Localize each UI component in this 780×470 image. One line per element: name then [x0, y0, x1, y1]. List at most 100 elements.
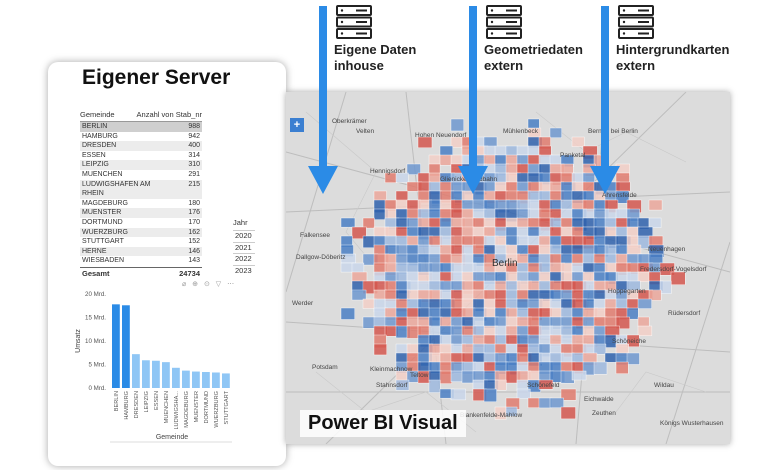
map-region[interactable]: [626, 352, 640, 365]
map-region[interactable]: [538, 379, 554, 390]
map-region[interactable]: [516, 163, 529, 175]
map-region[interactable]: [648, 253, 663, 264]
map-region[interactable]: [494, 316, 508, 328]
bar[interactable]: [152, 360, 160, 388]
map-region[interactable]: [648, 289, 662, 301]
bar[interactable]: [192, 371, 200, 388]
map-region[interactable]: [483, 298, 496, 309]
map-region[interactable]: [483, 343, 496, 354]
col-gemeinde[interactable]: Gemeinde: [80, 110, 115, 119]
map-region[interactable]: [659, 280, 672, 294]
map-region[interactable]: [593, 343, 607, 355]
map-visual[interactable]: [286, 92, 730, 444]
map-region[interactable]: [417, 253, 430, 264]
map-region[interactable]: [637, 298, 652, 309]
map-region[interactable]: [505, 181, 518, 193]
map-region[interactable]: [384, 253, 398, 265]
map-region[interactable]: [516, 262, 529, 273]
map-region[interactable]: [494, 379, 507, 391]
map-region[interactable]: [428, 370, 442, 381]
map-region[interactable]: [461, 343, 475, 354]
map-region[interactable]: [417, 208, 430, 220]
map-region[interactable]: [560, 199, 573, 210]
map-region[interactable]: [582, 343, 596, 355]
bar[interactable]: [142, 360, 150, 388]
map-region[interactable]: [428, 253, 442, 265]
bar[interactable]: [122, 305, 130, 388]
map-region[interactable]: [428, 208, 442, 219]
map-region[interactable]: [571, 370, 587, 381]
map-region[interactable]: [428, 154, 441, 165]
map-region[interactable]: [593, 361, 608, 375]
map-region[interactable]: [582, 253, 596, 265]
map-region[interactable]: [417, 172, 430, 183]
map-region[interactable]: [373, 190, 387, 202]
map-region[interactable]: [615, 190, 630, 204]
map-region[interactable]: [516, 172, 529, 183]
map-region[interactable]: [505, 217, 519, 229]
map-region[interactable]: [461, 208, 474, 219]
map-region[interactable]: [417, 181, 431, 192]
map-region[interactable]: [549, 397, 564, 408]
map-region[interactable]: [340, 217, 356, 228]
visual-toolbar-icons[interactable]: ⌀ ⊕ ⊙ ▽ ⋯: [182, 281, 237, 288]
map-region[interactable]: [505, 307, 518, 318]
map-region[interactable]: [505, 298, 518, 309]
map-region[interactable]: [351, 262, 365, 274]
map-region[interactable]: [417, 136, 433, 149]
map-region[interactable]: [615, 316, 630, 330]
table-row[interactable]: LEIPZIG 310: [80, 160, 202, 170]
map-region[interactable]: [538, 190, 551, 202]
year-option[interactable]: 2020: [233, 230, 255, 242]
map-region[interactable]: [637, 316, 650, 327]
map-region[interactable]: [604, 307, 618, 318]
map-region[interactable]: [373, 289, 387, 301]
map-region[interactable]: [648, 217, 662, 228]
map-region[interactable]: [395, 190, 409, 202]
bar[interactable]: [202, 372, 210, 388]
bar[interactable]: [132, 354, 140, 388]
map-region[interactable]: [461, 253, 474, 264]
year-option[interactable]: 2021: [233, 241, 255, 254]
bar[interactable]: [172, 367, 180, 388]
col-anzahl[interactable]: Anzahl von Stab_nr: [136, 110, 202, 119]
table-row[interactable]: HAMBURG 942: [80, 132, 202, 142]
table-row[interactable]: DORTMUND 170: [80, 218, 202, 228]
map-region[interactable]: [384, 316, 398, 327]
map-region[interactable]: [626, 334, 640, 348]
year-option[interactable]: 2022: [233, 253, 255, 265]
map-region[interactable]: [571, 136, 585, 147]
map-region[interactable]: [395, 235, 409, 246]
map-region[interactable]: [593, 217, 606, 228]
map-region[interactable]: [560, 217, 573, 228]
map-region[interactable]: [362, 235, 375, 248]
map-region[interactable]: [395, 379, 410, 391]
map-region[interactable]: [593, 289, 607, 300]
map-region[interactable]: [340, 307, 355, 320]
map-region[interactable]: [406, 280, 419, 291]
map-region[interactable]: [395, 316, 408, 327]
map-region[interactable]: [505, 406, 518, 417]
map-region[interactable]: [527, 118, 540, 129]
map-region[interactable]: [373, 343, 387, 356]
map-region[interactable]: [472, 217, 486, 228]
map-region[interactable]: [362, 217, 375, 229]
map-region[interactable]: [516, 388, 531, 399]
map-region[interactable]: [472, 280, 485, 291]
map-region[interactable]: [670, 271, 686, 285]
map-region[interactable]: [373, 316, 387, 327]
map-region[interactable]: [406, 163, 421, 175]
map-region[interactable]: [483, 307, 496, 318]
map-region[interactable]: [560, 406, 576, 420]
table-row[interactable]: MUENSTER 176: [80, 208, 202, 218]
map-region[interactable]: [549, 226, 563, 237]
map-region[interactable]: [417, 298, 430, 310]
bar[interactable]: [182, 370, 190, 388]
map-region[interactable]: [494, 145, 508, 157]
map-region[interactable]: [406, 244, 420, 255]
map-region[interactable]: [351, 226, 367, 239]
map-region[interactable]: [395, 271, 408, 282]
map-region[interactable]: [560, 388, 577, 401]
map-region[interactable]: [461, 199, 474, 210]
table-row[interactable]: MAGDEBURG 180: [80, 199, 202, 209]
